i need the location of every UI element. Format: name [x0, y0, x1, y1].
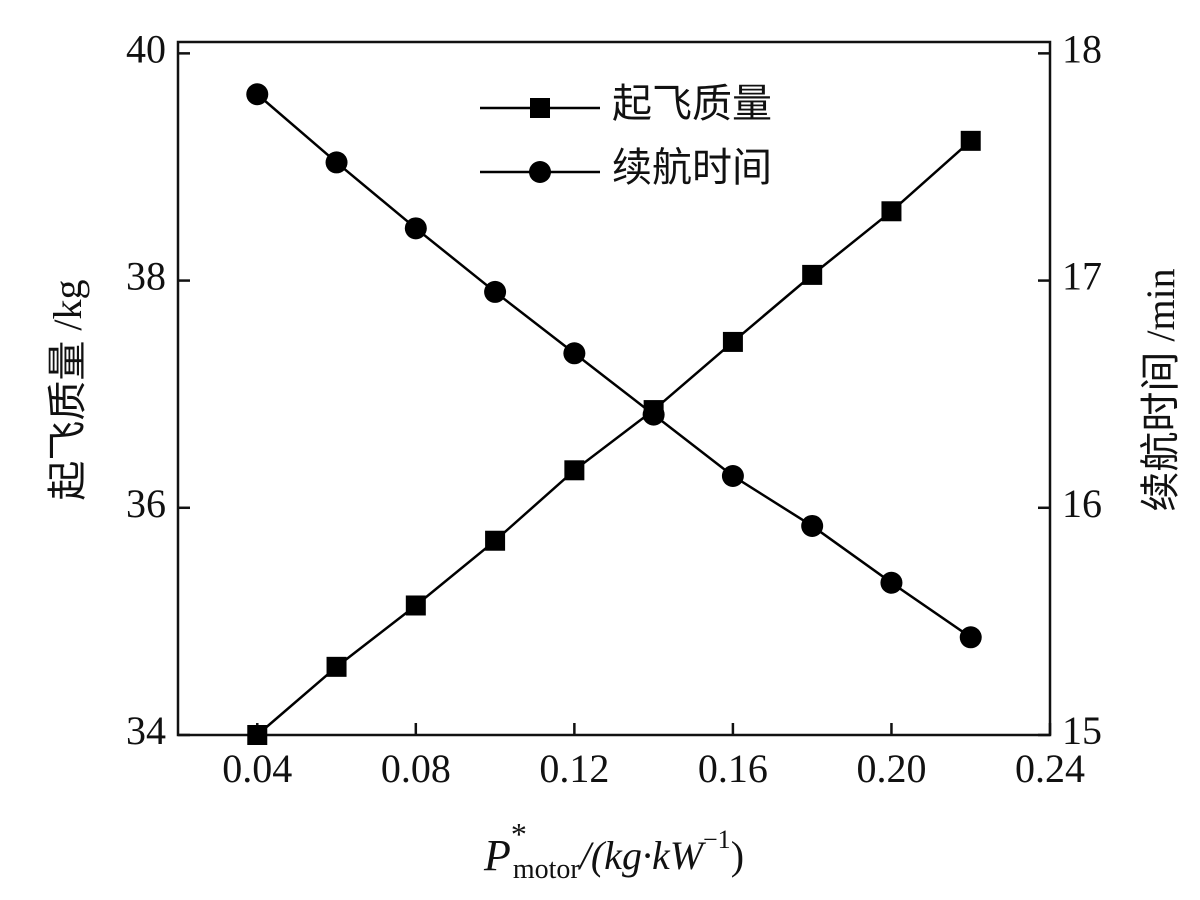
marker — [722, 331, 743, 352]
x-label-unit: /(kg·kW — [578, 833, 707, 878]
x-tick-label: 0.20 — [856, 746, 926, 791]
y2-tick-label: 17 — [1062, 254, 1102, 299]
x-tick-label: 0.16 — [698, 746, 768, 791]
y2-tick-label: 18 — [1062, 27, 1102, 72]
x-tick-label: 0.04 — [222, 746, 292, 791]
legend-label: 续航时间 — [612, 145, 772, 190]
x-label-base: P — [483, 831, 511, 880]
marker — [801, 514, 824, 537]
x-tick-label: 0.24 — [1015, 746, 1085, 791]
x-label-sup: * — [511, 816, 527, 852]
x-tick-label: 0.12 — [539, 746, 609, 791]
y2-tick-label: 15 — [1062, 708, 1102, 753]
marker — [246, 83, 269, 106]
y-tick-label: 38 — [126, 254, 166, 299]
marker — [325, 151, 348, 174]
marker — [326, 656, 347, 677]
legend-marker — [530, 98, 550, 118]
x-tick-label: 0.08 — [381, 746, 451, 791]
series-line — [256, 139, 972, 736]
marker — [485, 530, 506, 551]
marker — [960, 130, 981, 151]
marker — [405, 595, 426, 616]
marker — [564, 460, 585, 481]
series-line — [256, 93, 972, 639]
marker — [404, 217, 427, 240]
y2-axis-label: 续航时间 /min — [1138, 268, 1183, 511]
marker — [563, 342, 586, 365]
x-axis-label: P* motor/(kg·kW−1) — [483, 816, 744, 885]
marker — [721, 464, 744, 487]
y2-tick-label: 16 — [1062, 481, 1102, 526]
marker — [642, 403, 665, 426]
x-label-sub: motor — [513, 854, 581, 885]
marker — [802, 264, 823, 285]
legend-label: 起飞质量 — [612, 81, 772, 126]
marker — [247, 725, 268, 745]
marker — [484, 280, 507, 303]
x-label-unit-sup: −1 — [703, 825, 731, 854]
y-tick-label: 34 — [126, 708, 166, 753]
y-tick-label: 36 — [126, 481, 166, 526]
plot-frame — [176, 40, 1052, 737]
legend-marker — [529, 161, 551, 183]
x-label-close: ) — [731, 833, 744, 878]
marker — [959, 626, 982, 649]
y-tick-label: 40 — [126, 27, 166, 72]
y-axis-label: 起飞质量 /kg — [45, 279, 90, 500]
marker — [880, 571, 903, 594]
marker — [881, 201, 902, 222]
